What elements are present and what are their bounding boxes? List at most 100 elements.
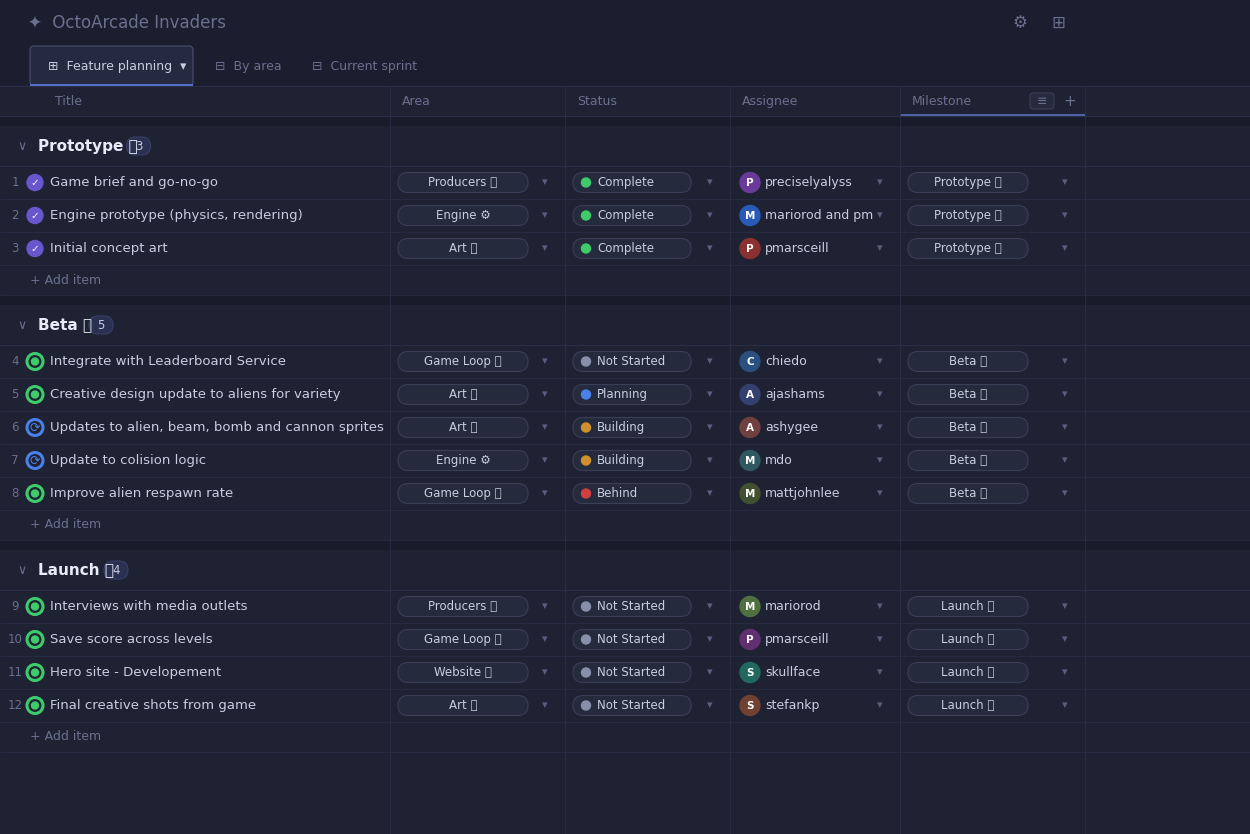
Text: Launch 🚀: Launch 🚀 <box>941 600 995 613</box>
Text: ▾: ▾ <box>1062 601 1068 611</box>
Text: ▾: ▾ <box>707 210 712 220</box>
FancyBboxPatch shape <box>398 696 528 716</box>
FancyBboxPatch shape <box>572 484 691 504</box>
Circle shape <box>31 669 39 676</box>
Text: Not Started: Not Started <box>598 355 665 368</box>
Text: Game brief and go-no-go: Game brief and go-no-go <box>50 176 217 189</box>
Text: S: S <box>746 701 754 711</box>
Text: ▾: ▾ <box>1062 210 1068 220</box>
Text: Behind: Behind <box>598 487 639 500</box>
Text: ▾: ▾ <box>878 389 882 399</box>
Circle shape <box>581 390 590 399</box>
Circle shape <box>31 391 39 398</box>
Bar <box>0 305 1250 345</box>
Text: Not Started: Not Started <box>598 633 665 646</box>
Text: P: P <box>746 178 754 188</box>
Text: Prototype 🪤: Prototype 🪤 <box>934 176 1002 189</box>
Text: Engine ⚙️: Engine ⚙️ <box>436 209 490 222</box>
Text: chiedo: chiedo <box>765 355 806 368</box>
Text: ▾: ▾ <box>707 667 712 677</box>
Text: Art 🌈: Art 🌈 <box>449 242 478 255</box>
Bar <box>0 550 1250 590</box>
Text: P: P <box>746 244 754 254</box>
Circle shape <box>740 596 760 616</box>
Bar <box>900 114 1085 116</box>
Text: Prototype 🪤: Prototype 🪤 <box>38 138 138 153</box>
Text: ▾: ▾ <box>707 423 712 433</box>
Text: M: M <box>745 211 755 221</box>
FancyBboxPatch shape <box>572 351 691 371</box>
FancyBboxPatch shape <box>572 205 691 225</box>
Text: Not Started: Not Started <box>598 699 665 712</box>
Bar <box>0 689 1250 722</box>
Text: ▾: ▾ <box>878 667 882 677</box>
Text: Engine ⚙️: Engine ⚙️ <box>436 454 490 467</box>
Text: mariorod and pm: mariorod and pm <box>765 209 874 222</box>
Bar <box>0 166 1250 199</box>
Text: ✓: ✓ <box>30 178 40 188</box>
Text: 4: 4 <box>112 564 120 576</box>
Text: ▾: ▾ <box>1062 178 1068 188</box>
Circle shape <box>740 662 760 682</box>
Text: ▾: ▾ <box>707 489 712 499</box>
Bar <box>0 0 1250 46</box>
Text: ▾: ▾ <box>707 178 712 188</box>
FancyBboxPatch shape <box>908 696 1028 716</box>
FancyBboxPatch shape <box>908 384 1028 404</box>
Circle shape <box>31 358 39 365</box>
Text: Game Loop 🚀: Game Loop 🚀 <box>424 633 501 646</box>
Text: Art 🌈: Art 🌈 <box>449 421 478 434</box>
FancyBboxPatch shape <box>908 173 1028 193</box>
Text: Art 🌈: Art 🌈 <box>449 699 478 712</box>
Text: ▾: ▾ <box>542 356 548 366</box>
Text: ▾: ▾ <box>707 356 712 366</box>
Text: Area: Area <box>402 94 431 108</box>
Text: ✓: ✓ <box>30 211 40 221</box>
Text: ▾: ▾ <box>707 244 712 254</box>
Text: ⟳: ⟳ <box>30 455 40 468</box>
Text: ▾: ▾ <box>542 178 548 188</box>
FancyBboxPatch shape <box>908 239 1028 259</box>
Text: Launch 🚀: Launch 🚀 <box>941 633 995 646</box>
Text: +: + <box>1064 93 1076 108</box>
Text: Update to colision logic: Update to colision logic <box>50 454 206 467</box>
Circle shape <box>740 450 760 470</box>
Circle shape <box>581 635 590 644</box>
Bar <box>0 752 1250 834</box>
Bar <box>0 656 1250 689</box>
Text: 9: 9 <box>11 600 19 613</box>
FancyBboxPatch shape <box>572 450 691 470</box>
Circle shape <box>581 701 590 710</box>
Bar <box>0 295 1250 305</box>
Text: ashygee: ashygee <box>765 421 818 434</box>
Text: Beta 🌱: Beta 🌱 <box>949 421 988 434</box>
Text: skullface: skullface <box>765 666 820 679</box>
Circle shape <box>740 418 760 438</box>
Bar <box>0 265 1250 295</box>
Text: 2: 2 <box>11 209 19 222</box>
Circle shape <box>31 603 39 610</box>
Text: Building: Building <box>598 421 645 434</box>
Text: ▾: ▾ <box>878 244 882 254</box>
Text: M: M <box>745 489 755 499</box>
Text: ▾: ▾ <box>1062 423 1068 433</box>
Text: ajashams: ajashams <box>765 388 825 401</box>
Text: ▾: ▾ <box>707 601 712 611</box>
Circle shape <box>740 384 760 404</box>
Text: Status: Status <box>578 94 618 108</box>
Text: Engine prototype (physics, rendering): Engine prototype (physics, rendering) <box>50 209 302 222</box>
Text: S: S <box>746 668 754 678</box>
FancyBboxPatch shape <box>398 484 528 504</box>
FancyBboxPatch shape <box>89 316 112 334</box>
FancyBboxPatch shape <box>104 561 127 579</box>
Text: ▾: ▾ <box>542 210 548 220</box>
FancyBboxPatch shape <box>908 205 1028 225</box>
Text: 5: 5 <box>98 319 105 331</box>
Circle shape <box>581 489 590 498</box>
Text: Save score across levels: Save score across levels <box>50 633 212 646</box>
Text: 7: 7 <box>11 454 19 467</box>
FancyBboxPatch shape <box>908 351 1028 371</box>
Text: Assignee: Assignee <box>742 94 799 108</box>
Bar <box>0 46 1250 86</box>
Circle shape <box>28 240 43 257</box>
